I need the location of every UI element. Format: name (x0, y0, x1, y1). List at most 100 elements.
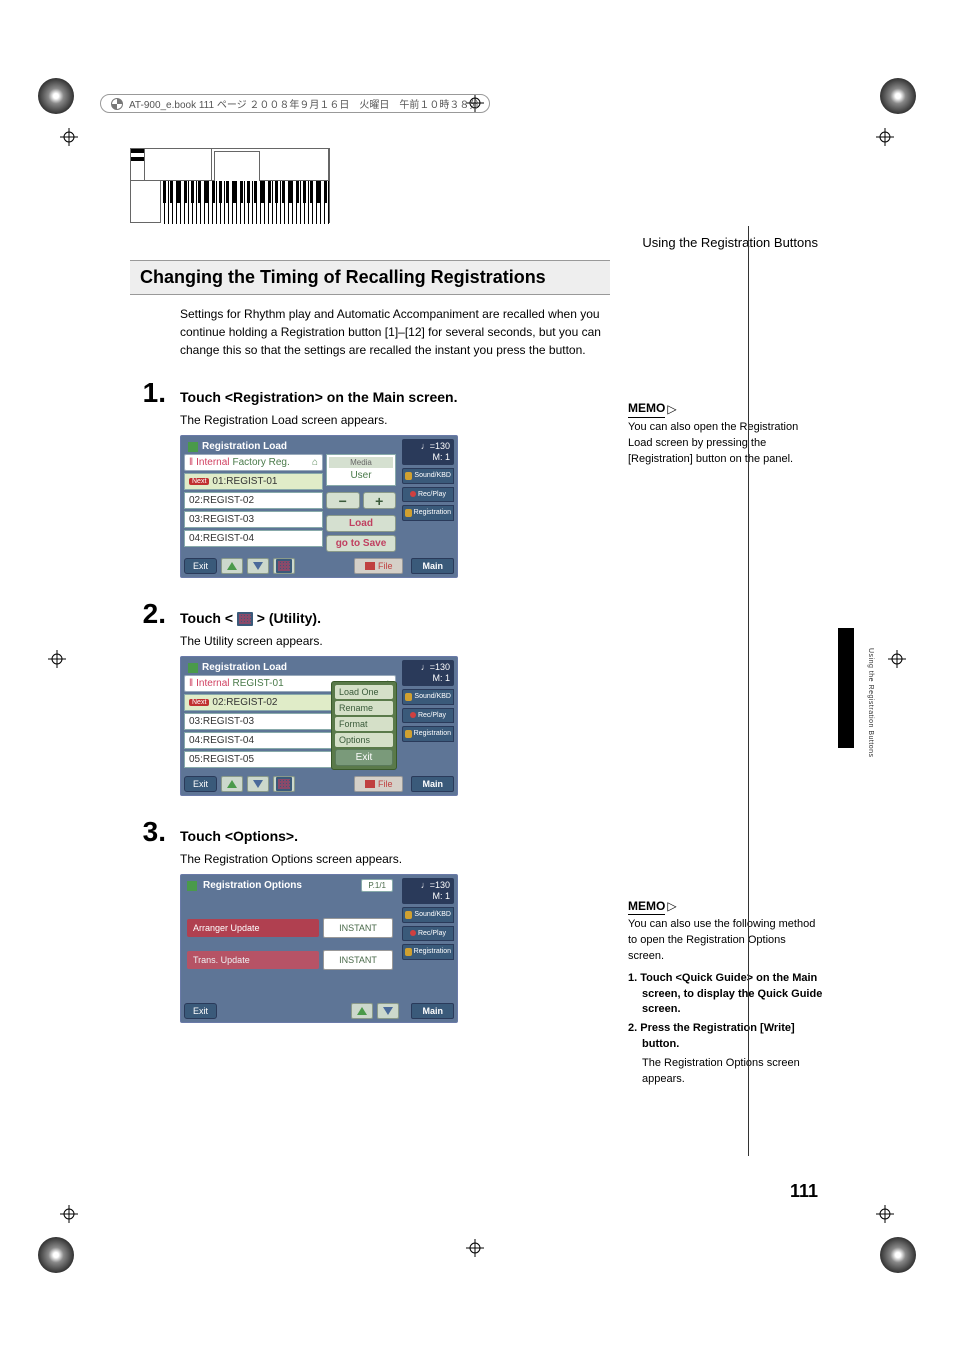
screenshot-registration-load: Registration Load ‖ Internal Factory Reg… (180, 435, 458, 578)
screen-title: Registration Load (202, 441, 287, 452)
menu-load-one[interactable]: Load One (335, 685, 393, 699)
crop-mark (876, 1205, 894, 1223)
section-title: Changing the Timing of Recalling Registr… (130, 260, 610, 295)
crop-mark (888, 650, 906, 668)
main-button[interactable]: Main (411, 558, 454, 574)
down-button[interactable] (377, 1003, 399, 1019)
crop-mark (60, 128, 78, 146)
memo-icon: MEMO▷ (628, 898, 677, 916)
file-button[interactable]: File (354, 558, 404, 574)
memo-step-sub: The Registration Options screen appears. (628, 1056, 824, 1087)
utility-button[interactable] (273, 558, 295, 574)
exit-button[interactable]: Exit (184, 558, 217, 574)
step-title: Touch <Registration> on the Main screen. (180, 389, 457, 405)
option-value[interactable]: INSTANT (323, 918, 393, 938)
option-row: Arranger Update INSTANT (181, 912, 399, 944)
page-number: 111 (790, 1181, 818, 1202)
down-button[interactable] (247, 776, 269, 792)
column-divider (748, 226, 749, 1156)
menu-options[interactable]: Options (335, 733, 393, 747)
menu-rename[interactable]: Rename (335, 701, 393, 715)
tab-registration[interactable]: Registration (402, 505, 454, 521)
internal-path[interactable]: ‖ Internal Factory Reg. ⌂ (184, 454, 323, 471)
side-vertical-label: Using the Registration Buttons (867, 648, 874, 758)
list-item[interactable]: Next01:REGIST-01 (184, 473, 323, 490)
option-row: Trans. Update INSTANT (181, 944, 399, 976)
goto-save-button[interactable]: go to Save (326, 535, 396, 552)
tab-sound-kbd[interactable]: Sound/KBD (402, 689, 454, 705)
screen-title: Registration Options (203, 880, 302, 891)
plus-button[interactable]: + (363, 492, 397, 509)
tab-rec-play[interactable]: Rec/Play (402, 926, 454, 941)
step-3: 3. Touch <Options>. (130, 816, 610, 848)
main-button[interactable]: Main (411, 1003, 454, 1019)
main-button[interactable]: Main (411, 776, 454, 792)
step-title: Touch < > (Utility). (180, 610, 321, 626)
memo-text: You can also open the Registration Load … (628, 420, 824, 468)
load-button[interactable]: Load (326, 515, 396, 532)
tempo-display: ♩=130 M: 1 (402, 660, 454, 686)
down-button[interactable] (247, 558, 269, 574)
option-value[interactable]: INSTANT (323, 950, 393, 970)
menu-exit[interactable]: Exit (335, 749, 393, 766)
memo-step: 2. Press the Registration [Write] button… (628, 1021, 824, 1052)
print-target-br (880, 1237, 916, 1273)
step-title: Touch <Options>. (180, 828, 298, 844)
option-label: Trans. Update (187, 951, 319, 969)
window-icon (187, 881, 197, 891)
utility-button[interactable] (273, 776, 295, 792)
utility-icon (276, 559, 292, 573)
memo-block: MEMO▷ You can also use the following met… (628, 898, 824, 1087)
exit-button[interactable]: Exit (184, 1003, 217, 1019)
file-button[interactable]: File (354, 776, 404, 792)
tab-sound-kbd[interactable]: Sound/KBD (402, 907, 454, 923)
up-button[interactable] (221, 776, 243, 792)
step-number: 1. (130, 377, 166, 409)
window-icon (188, 663, 198, 673)
page-badge: P.1/1 (361, 879, 393, 892)
tab-registration[interactable]: Registration (402, 726, 454, 742)
memo-icon: MEMO▷ (628, 400, 677, 418)
media-selector[interactable]: Media User (326, 454, 396, 486)
step-number: 2. (130, 598, 166, 630)
running-head: Using the Registration Buttons (130, 235, 824, 250)
tempo-display: ♩=130 M: 1 (402, 878, 454, 904)
tab-sound-kbd[interactable]: Sound/KBD (402, 468, 454, 484)
step-subtitle: The Utility screen appears. (180, 634, 610, 648)
thumb-tab (838, 628, 854, 748)
memo-block: MEMO▷ You can also open the Registration… (628, 400, 824, 468)
book-meta-header: AT-900_e.book 111 ページ ２００８年９月１６日 火曜日 午前１… (100, 94, 490, 113)
utility-icon (276, 777, 292, 791)
exit-button[interactable]: Exit (184, 776, 217, 792)
menu-format[interactable]: Format (335, 717, 393, 731)
step-subtitle: The Registration Options screen appears. (180, 852, 610, 866)
option-label: Arranger Update (187, 919, 319, 937)
utility-icon (237, 612, 253, 626)
print-target-tl (38, 78, 74, 114)
tab-rec-play[interactable]: Rec/Play (402, 487, 454, 502)
step-2: 2. Touch < > (Utility). (130, 598, 610, 630)
list-item[interactable]: 02:REGIST-02 (184, 492, 323, 509)
up-button[interactable] (221, 558, 243, 574)
utility-popup: Load One Rename Format Options Exit (331, 681, 397, 770)
memo-text: You can also use the following method to… (628, 917, 824, 965)
crop-mark (60, 1205, 78, 1223)
list-item[interactable]: 03:REGIST-03 (184, 511, 323, 528)
print-target-bl (38, 1237, 74, 1273)
print-target-tr (880, 78, 916, 114)
crop-mark (876, 128, 894, 146)
tab-registration[interactable]: Registration (402, 944, 454, 960)
up-button[interactable] (351, 1003, 373, 1019)
keyboard-diagram (130, 148, 330, 223)
list-item[interactable]: 04:REGIST-04 (184, 530, 323, 547)
book-meta-text: AT-900_e.book 111 ページ ２００８年９月１６日 火曜日 午前１… (129, 96, 479, 111)
screenshot-utility-menu: Registration Load ‖ Internal REGIST-01 ⌂… (180, 656, 458, 796)
minus-button[interactable]: − (326, 492, 360, 509)
step-1: 1. Touch <Registration> on the Main scre… (130, 377, 610, 409)
tab-rec-play[interactable]: Rec/Play (402, 708, 454, 723)
crop-mark (466, 1239, 484, 1257)
memo-step: 1. Touch <Quick Guide> on the Main scree… (628, 971, 824, 1017)
step-number: 3. (130, 816, 166, 848)
window-icon (188, 442, 198, 452)
tempo-display: ♩=130 M: 1 (402, 439, 454, 465)
